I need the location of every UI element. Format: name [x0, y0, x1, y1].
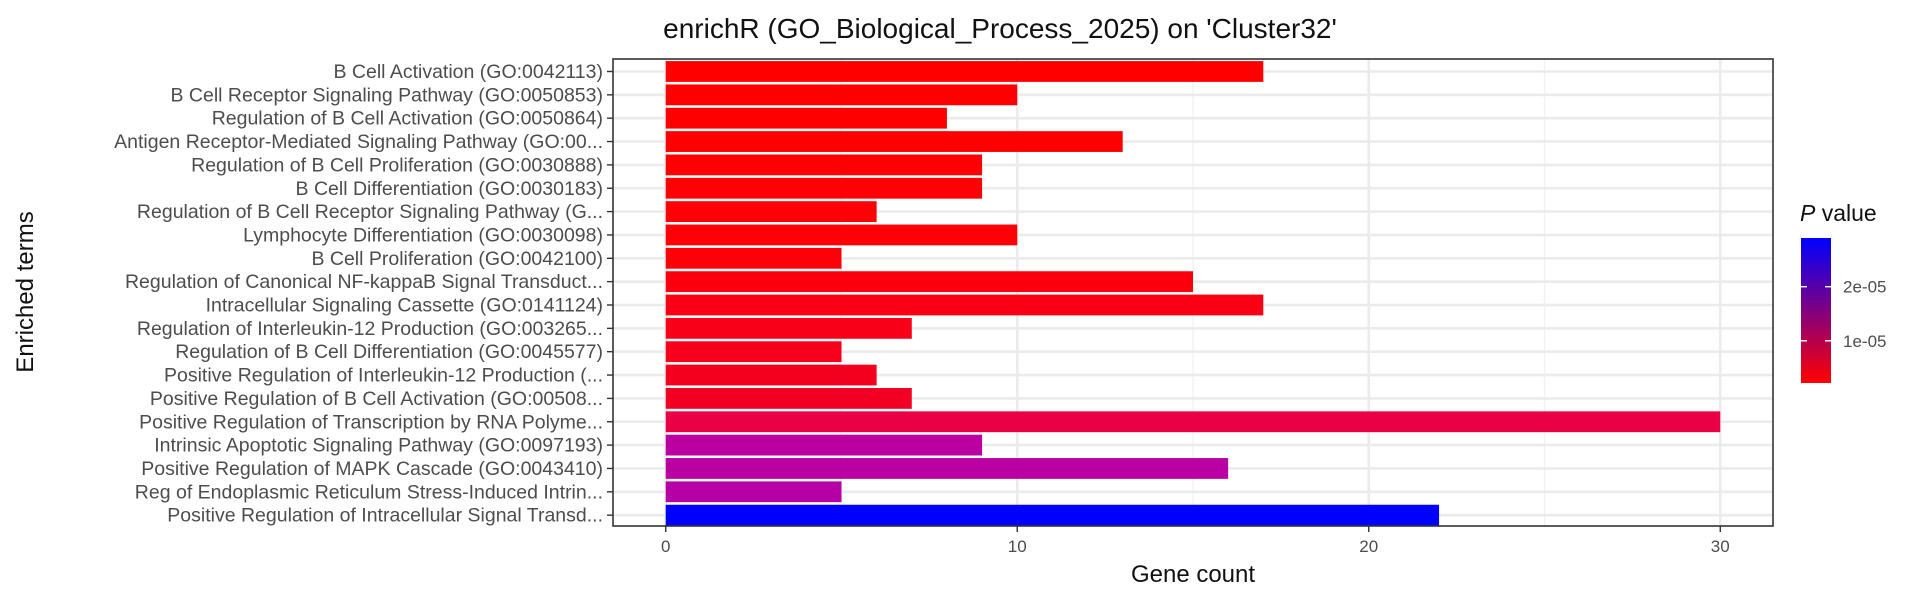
category-label: Intracellular Signaling Cassette (GO:014… — [206, 295, 603, 317]
category-label: B Cell Differentiation (GO:0030183) — [296, 178, 603, 200]
x-tick-label: 10 — [1008, 537, 1027, 556]
bar — [665, 107, 947, 129]
bar — [665, 61, 1264, 82]
bar — [665, 247, 842, 269]
bar — [665, 504, 1440, 526]
category-label: B Cell Proliferation (GO:0042100) — [311, 248, 603, 270]
category-label: Positive Regulation of B Cell Activation… — [150, 388, 603, 410]
category-label: Regulation of B Cell Activation (GO:0050… — [212, 108, 603, 130]
y-axis-category-labels: B Cell Activation (GO:0042113)B Cell Rec… — [114, 61, 613, 527]
bar — [665, 271, 1193, 293]
bar — [665, 434, 983, 456]
category-label: Positive Regulation of Interleukin-12 Pr… — [164, 365, 603, 387]
bar — [665, 224, 1018, 246]
bar — [665, 84, 1018, 106]
legend-ticks: 1e-05 2e-05 — [1801, 278, 1886, 351]
bar — [665, 131, 1123, 152]
plot-panel — [612, 58, 1774, 527]
legend: P value 1e-05 2e-05 — [1800, 200, 1886, 383]
legend-title: P value — [1800, 200, 1877, 226]
legend-tick-label: 1e-05 — [1843, 332, 1886, 351]
category-label: Regulation of B Cell Proliferation (GO:0… — [191, 154, 603, 176]
category-label: Regulation of Interleukin-12 Production … — [137, 318, 603, 340]
bar — [665, 481, 842, 503]
x-tick-label: 20 — [1359, 537, 1378, 556]
bar — [665, 364, 877, 386]
bar — [665, 317, 912, 339]
category-label: Regulation of B Cell Receptor Signaling … — [137, 201, 603, 223]
category-label: B Cell Receptor Signaling Pathway (GO:00… — [171, 84, 604, 106]
category-label: Positive Regulation of MAPK Cascade (GO:… — [141, 458, 603, 480]
category-label: Regulation of B Cell Differentiation (GO… — [175, 341, 603, 363]
bar — [665, 411, 1721, 433]
bar — [665, 154, 983, 176]
y-axis-title: Enriched terms — [12, 211, 39, 372]
category-label: Reg of Endoplasmic Reticulum Stress-Indu… — [135, 481, 603, 503]
chart-title: enrichR (GO_Biological_Process_2025) on … — [663, 13, 1337, 44]
legend-title-rest: value — [1815, 200, 1876, 226]
x-tick-label: 0 — [661, 537, 670, 556]
bar — [665, 341, 842, 363]
category-label: Intrinsic Apoptotic Signaling Pathway (G… — [154, 435, 603, 457]
legend-title-italic: P — [1800, 200, 1816, 226]
bar — [665, 458, 1229, 479]
category-label: Antigen Receptor-Mediated Signaling Path… — [114, 131, 603, 153]
plot-border — [612, 58, 1774, 527]
bar — [665, 177, 983, 199]
bar — [665, 294, 1264, 316]
bars — [665, 61, 1721, 526]
legend-tick-label: 2e-05 — [1843, 278, 1886, 297]
x-tick-label: 30 — [1711, 537, 1730, 556]
bar — [665, 388, 912, 409]
legend-colorbar — [1801, 238, 1831, 383]
category-label: Positive Regulation of Intracellular Sig… — [167, 505, 603, 527]
category-label: Regulation of Canonical NF-kappaB Signal… — [125, 271, 603, 293]
category-label: B Cell Activation (GO:0042113) — [333, 61, 603, 83]
category-label: Lymphocyte Differentiation (GO:0030098) — [243, 224, 603, 246]
x-axis-ticks: 0 10 20 30 — [661, 526, 1730, 556]
x-axis-title: Gene count — [1131, 561, 1255, 588]
bar — [665, 201, 877, 222]
category-label: Positive Regulation of Transcription by … — [139, 411, 603, 433]
